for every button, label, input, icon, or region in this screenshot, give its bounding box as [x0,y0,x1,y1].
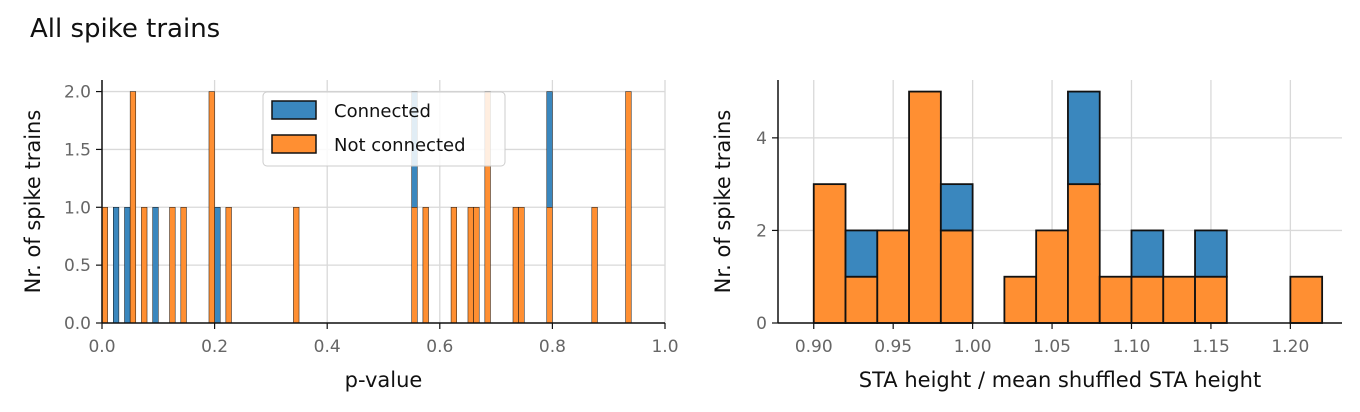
y-tick-label: 0.0 [64,314,91,334]
bar-not-connected [1098,275,1133,324]
bar-connected [546,91,553,208]
bar-connected [152,207,159,324]
bar-connected [939,183,974,232]
x-tick-label: 1.10 [1113,337,1151,357]
y-tick-label: 0.5 [64,256,91,276]
bar-not-connected [1035,229,1069,324]
bar-not-connected [1003,275,1038,324]
y-tick-label: 1.0 [64,198,91,218]
x-tick-label: 1.20 [1271,337,1309,357]
bar-not-connected [411,207,418,324]
bar-not-connected [180,207,187,324]
y-tick-label: 2.0 [64,83,91,103]
y-tick-label: 0 [756,314,767,334]
bar-not-connected [939,229,974,324]
x-tick-label: 1.00 [954,337,992,357]
right-histogram-axes: 0.90 0.95 1.00 1.05 1.10 1.15 1.20 0 2 4 STA heigh… [711,80,1342,392]
x-axis-label: STA height / mean shuffled STA height [859,368,1261,392]
legend-swatch-connected [271,100,317,120]
bar-not-connected [467,207,474,324]
bar-not-connected [546,207,553,324]
bar-connected [124,207,131,324]
bar-connected [1194,229,1228,278]
x-tick-label: 0.90 [795,337,833,357]
y-axis-label: Nr. of spike trains [21,110,45,294]
bar-connected [844,229,879,278]
bar-not-connected [141,207,148,324]
y-tick-label: 2 [756,221,767,241]
bar-not-connected [129,91,137,324]
legend-frame [262,91,506,167]
x-tick-label: 0.0 [88,337,115,357]
x-tick-label: 1.15 [1192,337,1230,357]
bar-connected [214,207,221,324]
bar-not-connected [1289,275,1324,324]
x-axis-label: p-value [345,368,423,392]
bar-not-connected [225,207,232,324]
legend-label: Connected [334,101,431,122]
bar-not-connected [293,207,300,324]
x-tick-label: 0.4 [314,337,341,357]
bar-not-connected [208,91,215,324]
bar-not-connected [101,207,108,324]
bar-not-connected [450,207,457,324]
bar-connected [1067,90,1101,186]
y-tick-label: 1.5 [64,140,91,160]
y-axis-label: Nr. of spike trains [711,110,735,294]
x-tick-label: 1.0 [651,337,678,357]
figure-title: All spike trains [30,14,221,44]
bar-not-connected [473,207,480,324]
bar-not-connected [812,183,847,324]
bar-not-connected [518,207,525,324]
bar-connected [113,207,120,324]
bar-not-connected [512,207,519,324]
bar-not-connected [1194,275,1228,324]
x-tick-label: 0.95 [874,337,912,357]
bar-not-connected [1130,275,1165,324]
bar-not-connected [422,207,429,324]
x-tick-label: 0.2 [201,337,228,357]
bar-not-connected [1067,183,1101,324]
bar-not-connected [876,229,910,324]
bar-connected [1130,229,1165,278]
bar-not-connected [908,90,942,324]
y-tick-label: 4 [756,129,767,149]
bar-not-connected [1162,275,1196,324]
x-tick-label: 1.05 [1033,337,1071,357]
bar-not-connected [169,207,176,324]
left-histogram-axes: 0.0 0.2 0.4 0.6 0.8 1.0 0.0 0.5 1.0 1.5 2.0 p-value… [21,80,679,392]
legend-label: Not connected [334,135,466,156]
legend: Connected Not connected [262,91,506,167]
bar-not-connected [844,275,879,324]
bar-not-connected [591,207,598,324]
x-tick-label: 0.8 [539,337,566,357]
x-tick-label: 0.6 [426,337,453,357]
legend-swatch-not-connected [271,134,317,154]
bar-not-connected [625,91,632,324]
